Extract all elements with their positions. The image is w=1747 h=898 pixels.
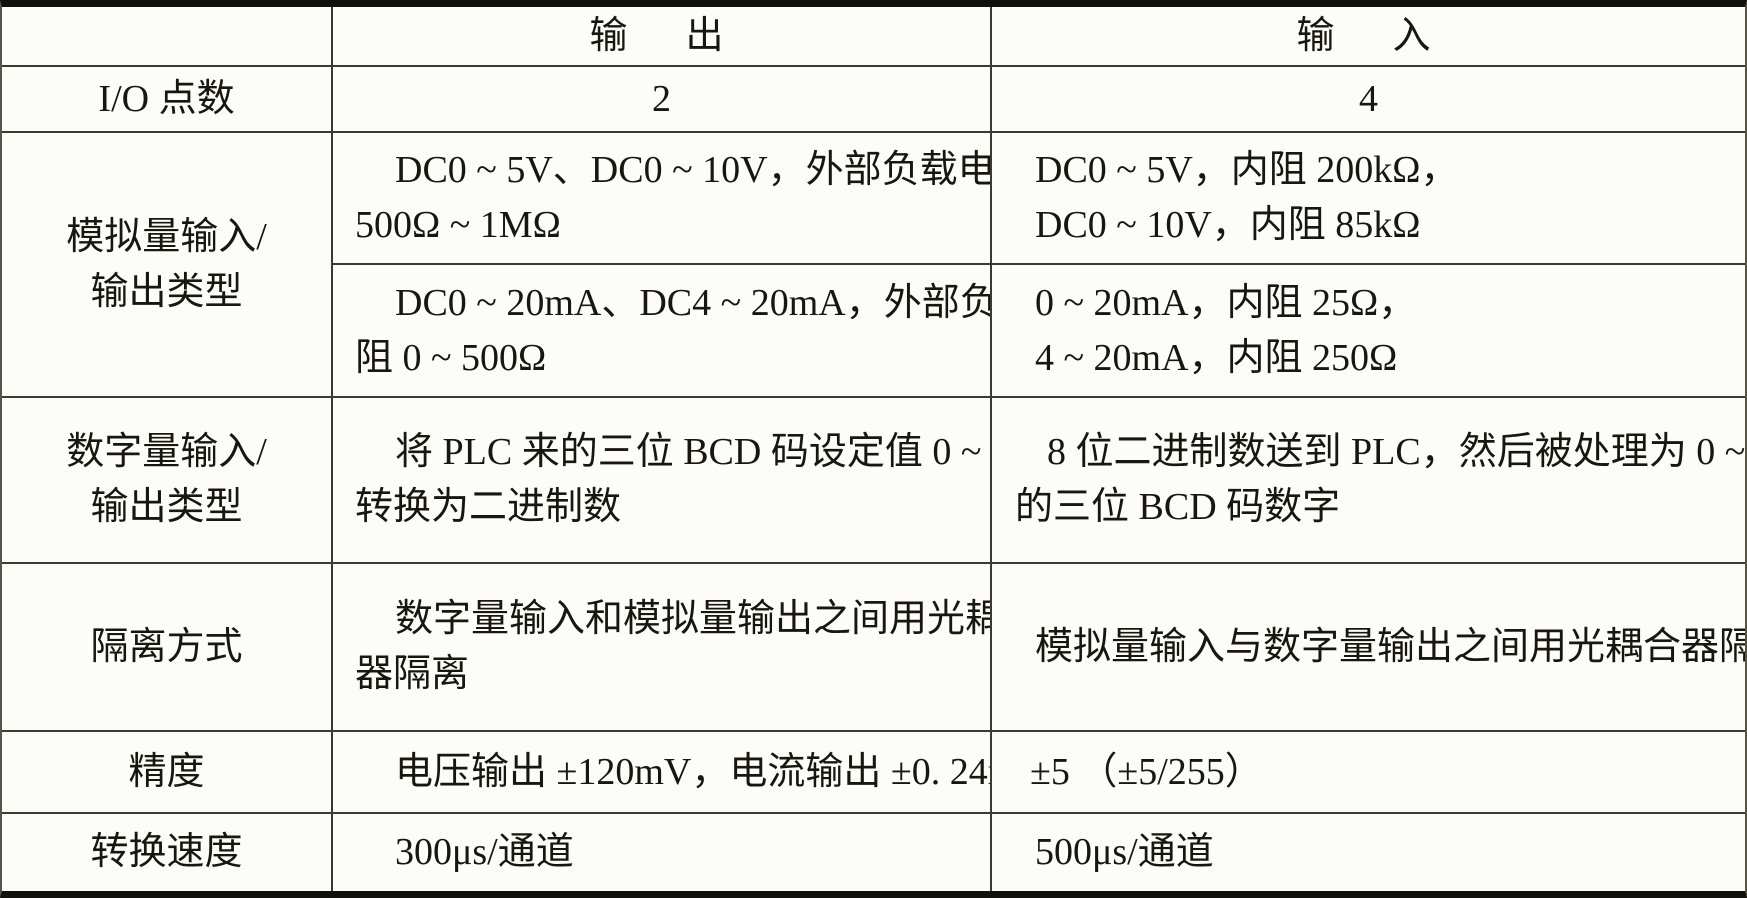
analog-voltage-input-cell: DC0 ~ 5V，内阻 200kΩ， DC0 ~ 10V，内阻 85kΩ	[992, 133, 1745, 265]
precision-input-cell: ±5 （±5/255）	[992, 732, 1745, 814]
io-count-input-cell: 4	[992, 67, 1745, 133]
digital-type-label-line2: 输出类型	[90, 486, 243, 528]
header-input-cell: 输 入	[992, 7, 1745, 67]
analog-current-input-line1: 0 ~ 20mA，内阻 25Ω，	[1035, 281, 1417, 324]
header-corner-cell	[2, 7, 333, 67]
analog-current-input-cell: 0 ~ 20mA，内阻 25Ω， 4 ~ 20mA，内阻 250Ω	[992, 265, 1745, 398]
analog-current-input-line2: 4 ~ 20mA，内阻 250Ω	[1035, 336, 1398, 379]
header-output-label: 输 出	[589, 14, 734, 57]
isolation-input-cell: 模拟量输入与数字量输出之间用光耦合器隔离	[992, 564, 1745, 732]
speed-input-cell: 500μs/通道	[992, 814, 1745, 891]
speed-label-cell: 转换速度	[2, 814, 333, 891]
io-count-output-value: 2	[652, 77, 671, 120]
speed-output-text: 300μs/通道	[395, 831, 574, 873]
isolation-output-cell: 数字量输入和模拟量输出之间用光耦合 器隔离	[333, 564, 992, 732]
analog-type-label-line2: 输出类型	[90, 270, 243, 313]
analog-voltage-input-line2: DC0 ~ 10V，内阻 85kΩ	[1035, 204, 1421, 246]
precision-input-text: ±5 （±5/255）	[1030, 750, 1263, 793]
digital-output-line1: 将 PLC 来的三位 BCD 码设定值 0 ~ 255	[395, 431, 992, 473]
digital-input-line1: 8 位二进制数送到 PLC，然后被处理为 0 ~ 255	[1047, 431, 1745, 473]
speed-output-cell: 300μs/通道	[333, 814, 992, 891]
precision-label: 精度	[128, 750, 205, 793]
digital-type-label-cell: 数字量输入/ 输出类型	[2, 398, 333, 564]
isolation-input-text: 模拟量输入与数字量输出之间用光耦合器隔离	[1035, 625, 1745, 668]
io-count-input-value: 4	[1359, 77, 1378, 120]
analog-voltage-output-cell: DC0 ~ 5V、DC0 ~ 10V，外部负载电阻 500Ω ~ 1MΩ	[333, 133, 992, 265]
analog-voltage-input-line1: DC0 ~ 5V，内阻 200kΩ，	[1035, 149, 1459, 191]
precision-output-text: 电压输出 ±120mV，电流输出 ±0. 24mA	[395, 750, 992, 793]
io-count-output-cell: 2	[333, 67, 992, 133]
header-output-cell: 输 出	[333, 7, 992, 67]
analog-type-label-line1: 模拟量输入/	[66, 215, 267, 258]
digital-input-line2: 的三位 BCD 码数字	[1015, 486, 1341, 528]
isolation-label: 隔离方式	[90, 625, 243, 668]
isolation-output-line2: 器隔离	[355, 653, 470, 695]
analog-voltage-output-line2: 500Ω ~ 1MΩ	[355, 204, 561, 246]
header-input-label: 输 入	[1296, 14, 1441, 57]
precision-label-cell: 精度	[2, 732, 333, 814]
digital-input-cell: 8 位二进制数送到 PLC，然后被处理为 0 ~ 255 的三位 BCD 码数字	[992, 398, 1745, 564]
precision-output-cell: 电压输出 ±120mV，电流输出 ±0. 24mA	[333, 732, 992, 814]
analog-current-output-line1: DC0 ~ 20mA、DC4 ~ 20mA，外部负载电	[395, 281, 990, 324]
analog-current-output-cell: DC0 ~ 20mA、DC4 ~ 20mA，外部负载电 阻 0 ~ 500Ω	[333, 265, 992, 398]
isolation-output-line1: 数字量输入和模拟量输出之间用光耦合	[395, 598, 992, 640]
analog-current-output-line2: 阻 0 ~ 500Ω	[355, 336, 547, 379]
digital-output-cell: 将 PLC 来的三位 BCD 码设定值 0 ~ 255 转换为二进制数	[333, 398, 992, 564]
digital-output-line2: 转换为二进制数	[355, 486, 622, 528]
speed-input-text: 500μs/通道	[1035, 831, 1214, 873]
analog-type-label-cell: 模拟量输入/ 输出类型	[2, 133, 333, 398]
isolation-label-cell: 隔离方式	[2, 564, 333, 732]
io-count-label-cell: I/O 点数	[2, 67, 333, 133]
analog-voltage-output-line1: DC0 ~ 5V、DC0 ~ 10V，外部负载电阻	[395, 149, 992, 191]
speed-label: 转换速度	[90, 831, 243, 873]
digital-type-label-line1: 数字量输入/	[66, 431, 267, 473]
io-count-label: I/O 点数	[98, 77, 235, 120]
